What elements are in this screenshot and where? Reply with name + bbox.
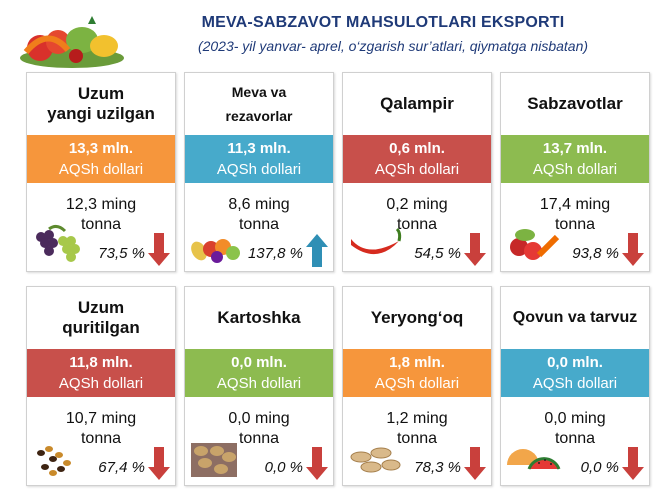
quantity: 8,6 ming tonna bbox=[185, 195, 333, 235]
arrow-down-icon bbox=[306, 447, 328, 480]
card-meva-rezavorlar: Meva va rezavorlar 11,3 mln. AQSh dollar… bbox=[184, 72, 334, 272]
vegetables-icon bbox=[510, 229, 560, 260]
fruit-basket-icon bbox=[191, 239, 240, 263]
grapes-icon bbox=[36, 224, 80, 262]
quantity: 0,2 ming tonna bbox=[343, 195, 491, 235]
export-unit: AQSh dollari bbox=[532, 161, 618, 178]
export-value: 11,8 mln. bbox=[69, 354, 133, 371]
quantity: 1,2 ming tonna bbox=[343, 409, 491, 449]
export-value: 11,3 mln. bbox=[227, 140, 291, 157]
quantity: 12,3 ming tonna bbox=[27, 195, 175, 235]
arrow-down-icon bbox=[148, 447, 170, 480]
export-value: 13,3 mln. bbox=[68, 140, 134, 157]
card-title: Uzum yangi uzilgan bbox=[47, 84, 155, 123]
quantity-unit: tonna bbox=[80, 216, 122, 233]
value-band: 13,3 mln. AQSh dollari bbox=[27, 135, 175, 183]
melon-watermelon-icon bbox=[507, 449, 561, 470]
quantity: 17,4 ming tonna bbox=[501, 195, 649, 235]
export-value: 0,6 mln. bbox=[389, 140, 445, 157]
export-unit: AQSh dollari bbox=[374, 375, 460, 392]
quantity: 10,7 ming tonna bbox=[27, 409, 175, 449]
value-band: 0,0 mln. AQSh dollari bbox=[501, 349, 649, 397]
change-percent: 93,8 % bbox=[572, 245, 619, 262]
card-uzum-quritilgan: Uzum quritilgan 11,8 mln. AQSh dollari 1… bbox=[26, 286, 176, 486]
value-band: 11,8 mln. AQSh dollari bbox=[27, 349, 175, 397]
quantity-unit: tonna bbox=[396, 216, 438, 233]
vegetables-logo-icon bbox=[20, 16, 124, 68]
export-unit: AQSh dollari bbox=[532, 375, 618, 392]
arrow-down-icon bbox=[464, 233, 486, 266]
card-qalampir: Qalampir 0,6 mln. AQSh dollari 0,2 ming … bbox=[342, 72, 492, 272]
change-percent: 73,5 % bbox=[98, 245, 145, 262]
value-band: 1,8 mln. AQSh dollari bbox=[343, 349, 491, 397]
value-band: 0,0 mln. AQSh dollari bbox=[185, 349, 333, 397]
quantity-value: 1,2 ming bbox=[386, 410, 448, 427]
quantity-unit: tonna bbox=[238, 216, 280, 233]
export-value: 1,8 mln. bbox=[389, 354, 445, 371]
quantity-unit: tonna bbox=[396, 430, 438, 447]
value-band: 0,6 mln. AQSh dollari bbox=[343, 135, 491, 183]
export-value: 0,0 mln. bbox=[547, 354, 603, 371]
export-unit: AQSh dollari bbox=[374, 161, 460, 178]
card-uzum-yangi: Uzum yangi uzilgan 13,3 mln. AQSh dollar… bbox=[26, 72, 176, 272]
export-unit: AQSh dollari bbox=[216, 375, 302, 392]
card-title: Kartoshka bbox=[217, 308, 301, 327]
page-title: MEVA-SABZAVOT MAHSULOTLARI EKSPORTI bbox=[201, 14, 565, 31]
arrow-up-icon bbox=[306, 234, 328, 267]
card-title: Yeryong‘oq bbox=[370, 308, 464, 327]
value-band: 11,3 mln. AQSh dollari bbox=[185, 135, 333, 183]
arrow-down-icon bbox=[622, 233, 644, 266]
export-unit: AQSh dollari bbox=[58, 161, 144, 178]
quantity-unit: tonna bbox=[80, 430, 122, 447]
export-unit: AQSh dollari bbox=[58, 375, 144, 392]
change-percent: 0,0 % bbox=[264, 459, 303, 476]
quantity-value: 0,2 ming bbox=[386, 196, 448, 213]
arrow-down-icon bbox=[622, 447, 644, 480]
raisins-icon bbox=[37, 446, 71, 476]
arrow-down-icon bbox=[148, 233, 170, 266]
card-title: Sabzavotlar bbox=[527, 94, 623, 113]
export-value: 0,0 mln. bbox=[231, 354, 287, 371]
quantity-unit: tonna bbox=[238, 430, 280, 447]
change-percent: 78,3 % bbox=[414, 459, 461, 476]
quantity-value: 8,6 ming bbox=[228, 196, 290, 213]
export-value: 13,7 mln. bbox=[542, 140, 608, 157]
quantity-value: 0,0 ming bbox=[228, 410, 290, 427]
change-percent: 0,0 % bbox=[580, 459, 619, 476]
chili-pepper-icon bbox=[351, 227, 402, 255]
card-sabzavotlar: Sabzavotlar 13,7 mln. AQSh dollari 17,4 … bbox=[500, 72, 650, 272]
quantity-unit: tonna bbox=[554, 430, 596, 447]
export-unit: AQSh dollari bbox=[216, 161, 302, 178]
card-title: Qalampir bbox=[380, 94, 454, 113]
change-percent: 67,4 % bbox=[98, 459, 145, 476]
card-qovun-tarvuz: Qovun va tarvuz 0,0 mln. AQSh dollari 0,… bbox=[500, 286, 650, 486]
change-percent: 54,5 % bbox=[414, 245, 461, 262]
quantity: 0,0 ming tonna bbox=[185, 409, 333, 449]
arrow-down-icon bbox=[464, 447, 486, 480]
quantity-unit: tonna bbox=[554, 216, 596, 233]
card-yeryongoq: Yeryong‘oq 1,8 mln. AQSh dollari 1,2 min… bbox=[342, 286, 492, 486]
value-band: 13,7 mln. AQSh dollari bbox=[501, 135, 649, 183]
potatoes-icon bbox=[191, 443, 237, 477]
card-title: Meva va rezavorlar bbox=[225, 84, 293, 124]
page-subtitle: (2023- yil yanvar- aprel, o‘zgarish sur’… bbox=[197, 38, 589, 54]
quantity-value: 10,7 ming bbox=[65, 410, 137, 427]
card-title: Uzum quritilgan bbox=[62, 298, 140, 337]
peanuts-icon bbox=[350, 447, 401, 473]
card-kartoshka: Kartoshka 0,0 mln. AQSh dollari 0,0 ming… bbox=[184, 286, 334, 486]
quantity-value: 17,4 ming bbox=[539, 196, 611, 213]
change-percent: 137,8 % bbox=[247, 245, 303, 262]
quantity-value: 12,3 ming bbox=[65, 196, 137, 213]
quantity: 0,0 ming tonna bbox=[501, 409, 649, 449]
card-title: Qovun va tarvuz bbox=[512, 309, 638, 326]
quantity-value: 0,0 ming bbox=[544, 410, 606, 427]
